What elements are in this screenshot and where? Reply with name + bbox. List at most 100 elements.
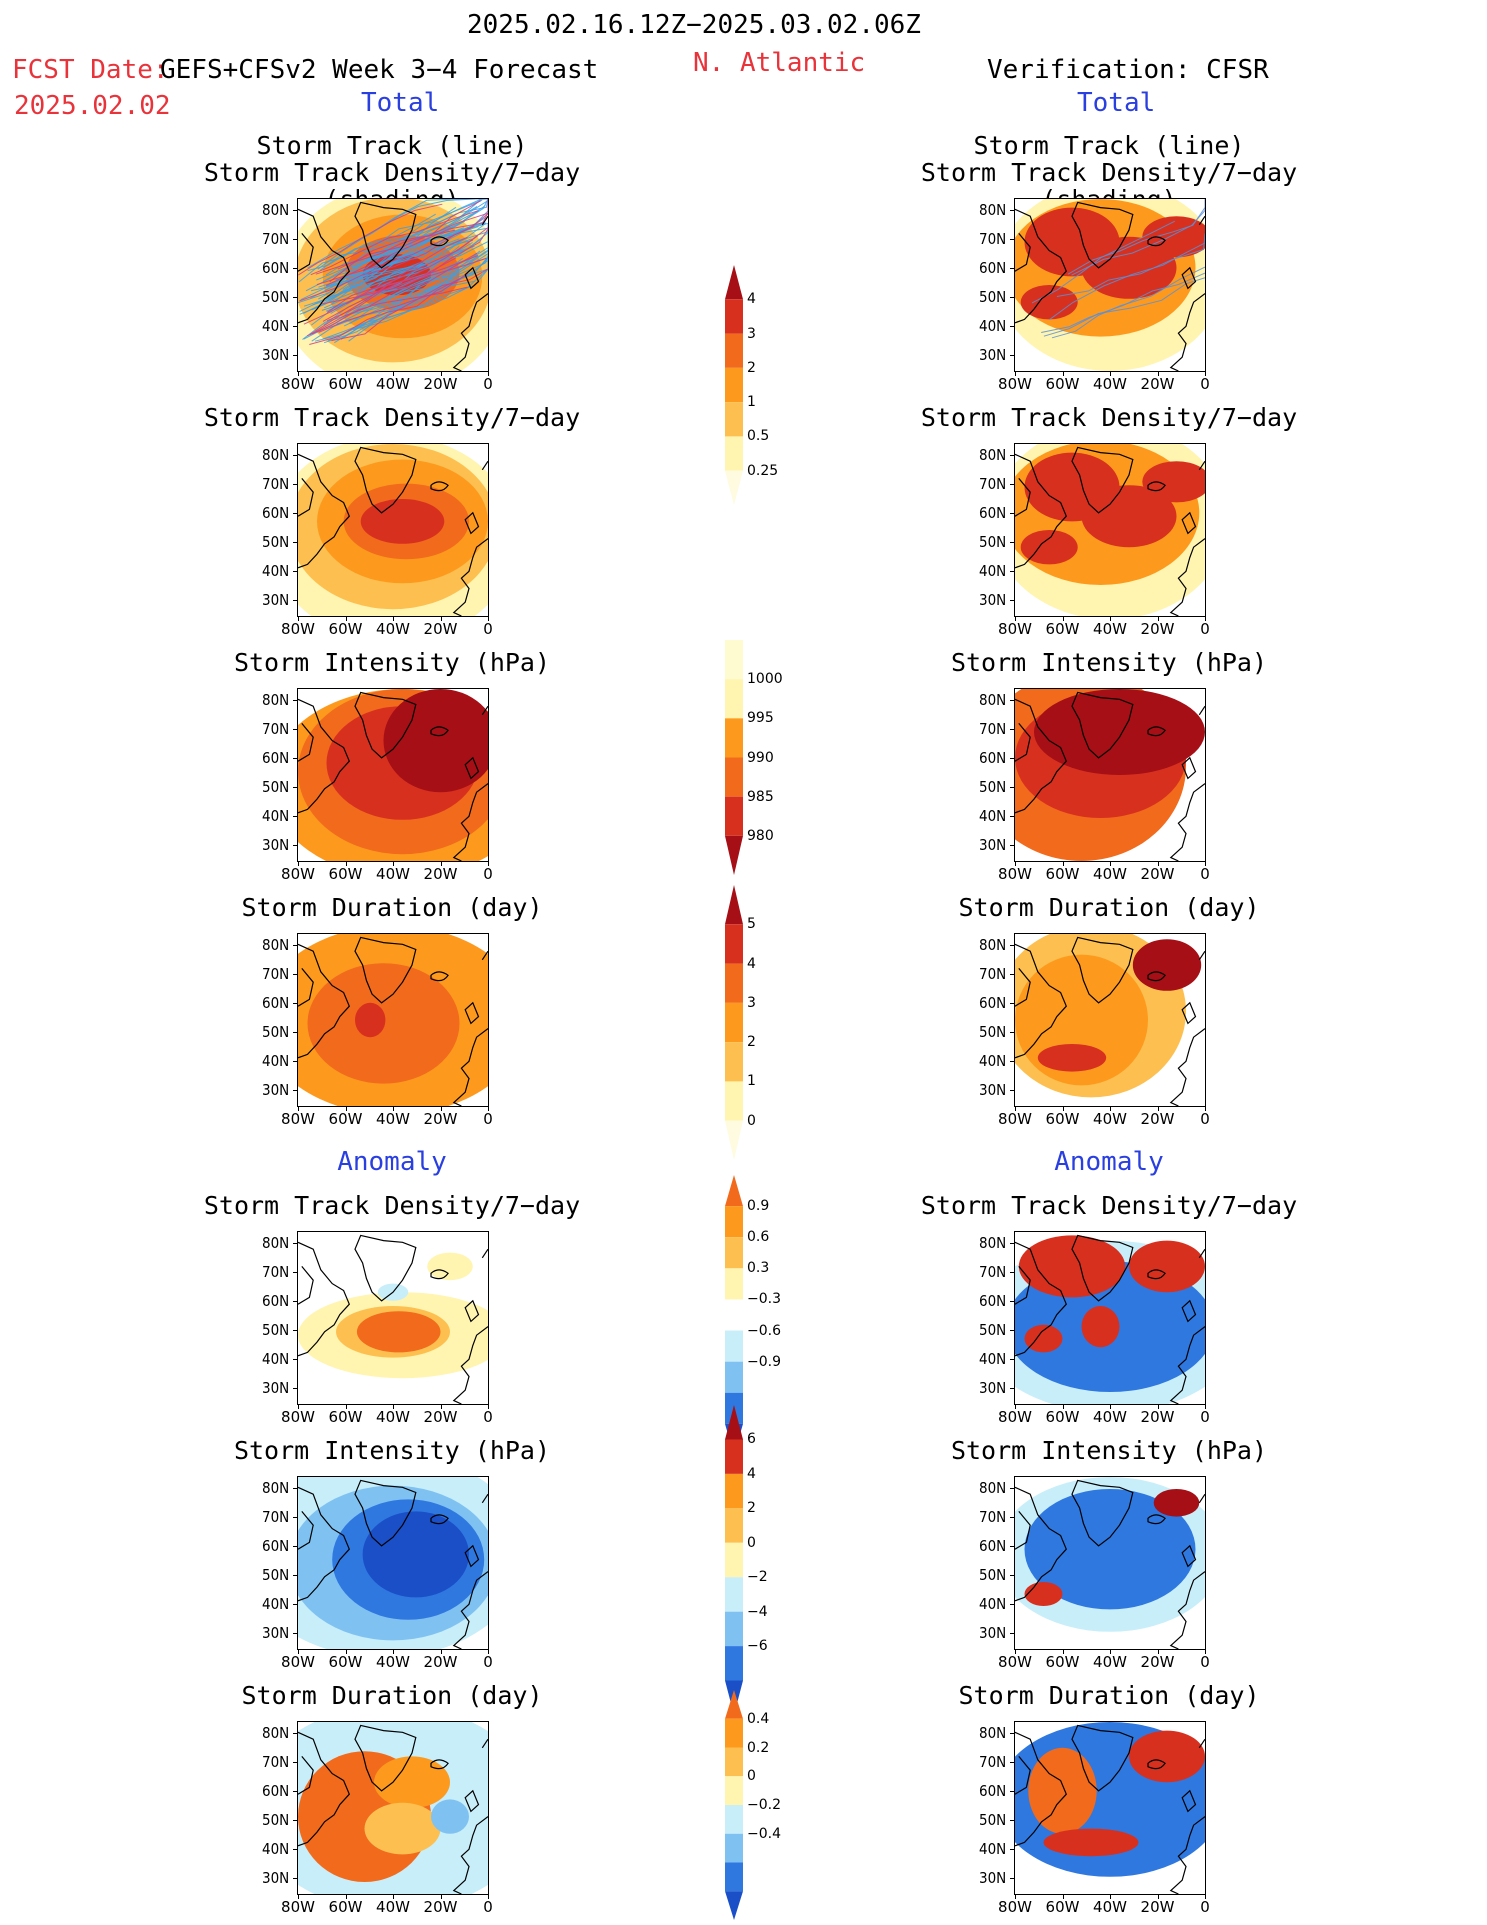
cfsr-panel-2-map xyxy=(1014,443,1206,617)
x-tick-label: 60W xyxy=(328,1653,363,1671)
fcst-label: FCST Date: xyxy=(12,55,169,85)
y-tick-label: 40N xyxy=(262,1595,290,1613)
y-tick-label: 60N xyxy=(262,504,290,522)
x-tick-label: 40W xyxy=(376,375,410,393)
y-tick-label: 70N xyxy=(262,720,290,738)
colorbar-label: 1 xyxy=(747,1073,756,1090)
y-tick-label: 60N xyxy=(262,1292,290,1310)
colorbar-label: 990 xyxy=(747,749,774,766)
colorbar-label: −2 xyxy=(747,1569,768,1586)
right-p4-title: Storm Duration (day) xyxy=(958,893,1260,922)
x-tick-label: 20W xyxy=(423,865,458,883)
colorbar-label: 2 xyxy=(747,359,756,376)
left-p6-title: Storm Intensity (hPa) xyxy=(233,1436,551,1465)
x-tick-label: 0 xyxy=(1200,375,1210,393)
x-tick-label: 60W xyxy=(1045,375,1080,393)
y-tick-label: 60N xyxy=(979,749,1007,767)
cfsr-panel-4-heatmap xyxy=(1015,934,1205,1106)
x-tick-label: 20W xyxy=(423,1110,458,1128)
colorbar-label: −0.9 xyxy=(747,1353,781,1370)
colorbar-label: 4 xyxy=(747,291,756,308)
forecast-panel-4-heatmap xyxy=(298,934,488,1106)
colorbar-label: −0.4 xyxy=(747,1825,781,1842)
y-tick-label: 40N xyxy=(262,1840,290,1858)
x-tick-label: 20W xyxy=(423,620,458,638)
colorbar-label: 995 xyxy=(747,710,774,727)
y-tick-label: 60N xyxy=(979,504,1007,522)
colorbar-label: −6 xyxy=(747,1638,768,1655)
cfsr-panel-7-map xyxy=(1014,1721,1206,1895)
x-tick-label: 0 xyxy=(1200,1408,1210,1426)
colorbar-label: 0.9 xyxy=(747,1198,770,1215)
x-tick-label: 40W xyxy=(376,1898,410,1916)
y-tick-label: 40N xyxy=(262,562,290,580)
fcst-date: 2025.02.02 xyxy=(14,91,171,121)
x-tick-label: 40W xyxy=(376,1653,410,1671)
left-p2-title: Storm Track Density/7−day xyxy=(203,403,581,432)
x-tick-label: 80W xyxy=(998,620,1032,638)
y-tick-label: 40N xyxy=(262,807,290,825)
y-tick-label: 80N xyxy=(262,1234,290,1252)
x-tick-label: 20W xyxy=(423,1898,458,1916)
left-p4-title: Storm Duration (day) xyxy=(241,893,543,922)
forecast-panel-7-heatmap xyxy=(298,1722,488,1894)
right-p5-title: Storm Track Density/7−day xyxy=(920,1191,1298,1220)
x-tick-label: 40W xyxy=(376,1408,410,1426)
y-tick-label: 70N xyxy=(979,1263,1007,1281)
x-tick-label: 80W xyxy=(998,1408,1032,1426)
colorbar-label: 0.6 xyxy=(747,1229,770,1246)
y-tick-label: 40N xyxy=(979,562,1007,580)
x-tick-label: 80W xyxy=(998,1110,1032,1128)
x-tick-label: 20W xyxy=(1140,1653,1175,1671)
y-tick-label: 50N xyxy=(262,778,290,796)
y-tick-label: 30N xyxy=(262,1624,290,1642)
x-tick-label: 80W xyxy=(281,1110,315,1128)
colorbar-label: −4 xyxy=(747,1603,768,1620)
y-tick-label: 50N xyxy=(979,533,1007,551)
x-tick-label: 60W xyxy=(1045,1653,1080,1671)
x-tick-label: 20W xyxy=(1140,865,1175,883)
x-tick-label: 60W xyxy=(328,1408,363,1426)
forecast-panel-1-map xyxy=(297,198,489,372)
y-tick-label: 30N xyxy=(262,1081,290,1099)
right-p7-title: Storm Duration (day) xyxy=(958,1681,1260,1710)
colorbar-label: 980 xyxy=(747,827,774,844)
y-tick-label: 60N xyxy=(979,259,1007,277)
cfsr-panel-5-map xyxy=(1014,1231,1206,1405)
x-tick-label: 80W xyxy=(998,1898,1032,1916)
y-tick-label: 80N xyxy=(979,691,1007,709)
y-tick-label: 70N xyxy=(979,1753,1007,1771)
y-tick-label: 40N xyxy=(262,1350,290,1368)
forecast-panel-5-heatmap xyxy=(298,1234,488,1404)
region-label: N. Atlantic xyxy=(693,48,866,78)
colorbar-label: −0.6 xyxy=(747,1322,781,1339)
forecast-panel-6-heatmap xyxy=(298,1477,488,1649)
right-p3-title: Storm Intensity (hPa) xyxy=(950,648,1268,677)
cfsr-panel-1-heatmap xyxy=(1015,199,1205,371)
y-tick-label: 50N xyxy=(262,1811,290,1829)
y-tick-label: 70N xyxy=(262,1753,290,1771)
x-tick-label: 0 xyxy=(483,1898,493,1916)
y-tick-label: 30N xyxy=(979,1624,1007,1642)
y-tick-label: 80N xyxy=(262,1479,290,1497)
colorbar-label: 0.2 xyxy=(747,1739,770,1756)
forecast-panel-4-map xyxy=(297,933,489,1107)
x-tick-label: 0 xyxy=(1200,1898,1210,1916)
y-tick-label: 50N xyxy=(262,533,290,551)
y-tick-label: 30N xyxy=(979,591,1007,609)
y-tick-label: 50N xyxy=(979,1811,1007,1829)
x-tick-label: 0 xyxy=(1200,865,1210,883)
y-tick-label: 40N xyxy=(979,1350,1007,1368)
colorbar-label: 6 xyxy=(747,1431,756,1448)
cfsr-panel-6-map xyxy=(1014,1476,1206,1650)
y-tick-label: 80N xyxy=(979,1234,1007,1252)
colorbar-label: 0 xyxy=(747,1768,756,1785)
y-tick-label: 70N xyxy=(979,1508,1007,1526)
x-tick-label: 80W xyxy=(281,1408,315,1426)
x-tick-label: 40W xyxy=(1093,375,1127,393)
colorbar-duration_anom xyxy=(725,1690,743,1920)
x-tick-label: 20W xyxy=(1140,1110,1175,1128)
x-tick-label: 60W xyxy=(328,1110,363,1128)
y-tick-label: 70N xyxy=(262,1263,290,1281)
colorbar-label: 0.4 xyxy=(747,1710,770,1727)
